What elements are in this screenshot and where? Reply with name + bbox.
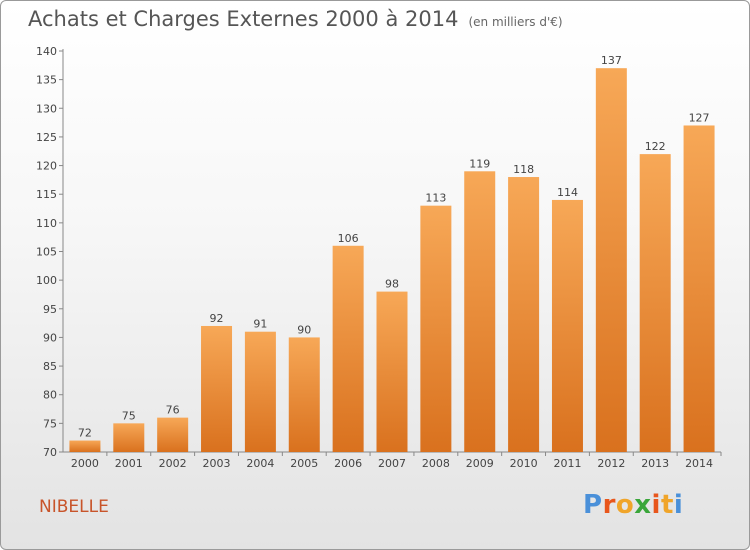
y-tick-label: 115 (36, 188, 57, 201)
logo-letter: r (602, 490, 616, 520)
commune-name: NIBELLE (39, 497, 109, 517)
x-tick-label: 2012 (597, 457, 625, 470)
data-label: 91 (253, 318, 267, 331)
y-tick-label: 75 (43, 417, 57, 430)
bar (201, 325, 233, 452)
data-label: 118 (513, 163, 534, 176)
x-tick-label: 2003 (203, 457, 231, 470)
y-tick-label: 90 (43, 331, 57, 344)
y-tick-label: 140 (36, 45, 57, 58)
chart-bars (69, 68, 715, 453)
logo-letter: i (651, 490, 661, 520)
data-label: 75 (122, 409, 136, 422)
x-tick-label: 2011 (553, 457, 581, 470)
bar (639, 154, 671, 452)
x-tick-label: 2010 (510, 457, 538, 470)
bar (69, 440, 101, 452)
bar (332, 245, 364, 452)
x-tick-label: 2000 (71, 457, 99, 470)
x-tick-label: 2006 (334, 457, 362, 470)
bar (464, 171, 496, 453)
data-label: 106 (338, 232, 359, 245)
chart-title: Achats et Charges Externes 2000 à 2014 (28, 7, 459, 31)
x-tick-label: 2009 (466, 457, 494, 470)
logo-letter: x (634, 490, 652, 520)
chart-data-labels: 72 75 76 92 91 90 106 98 113 119 118 114 137 122 127 (78, 54, 710, 439)
x-tick-label: 2008 (422, 457, 450, 470)
data-label: 122 (645, 140, 666, 153)
data-label: 113 (425, 192, 446, 205)
y-tick-label: 110 (36, 217, 57, 230)
y-tick-label: 105 (36, 246, 57, 259)
y-tick-label: 125 (36, 131, 57, 144)
y-tick-label: 85 (43, 360, 57, 373)
bar (113, 423, 145, 452)
data-label: 92 (210, 312, 224, 325)
x-tick-label: 2004 (246, 457, 274, 470)
y-tick-label: 135 (36, 74, 57, 87)
logo-letter: t (660, 490, 674, 520)
bar (157, 417, 189, 452)
bar (595, 68, 627, 452)
bar (508, 177, 540, 452)
chart-axes: 70 75 80 85 90 95 100 105 110 115 120 125 130 135 140 2… (36, 45, 722, 470)
data-label: 137 (601, 54, 622, 67)
y-tick-label: 80 (43, 389, 57, 402)
bar (420, 205, 452, 452)
logo-letter: i (673, 490, 684, 520)
y-tick-label: 130 (36, 102, 57, 115)
bar (376, 291, 408, 452)
logo-letter: o (615, 490, 635, 520)
y-tick-label: 120 (36, 160, 57, 173)
chart-header: Achats et Charges Externes 2000 à 2014 (e… (28, 7, 563, 31)
bar (244, 331, 276, 452)
logo-letter: P (583, 490, 603, 520)
data-label: 76 (166, 404, 180, 417)
data-label: 72 (78, 427, 92, 440)
y-tick-label: 95 (43, 303, 57, 316)
x-tick-label: 2005 (290, 457, 318, 470)
bar (683, 125, 715, 452)
x-tick-label: 2014 (685, 457, 713, 470)
proxiti-logo: Proxiti (583, 490, 683, 520)
data-label: 98 (385, 278, 399, 291)
y-tick-label: 70 (43, 446, 57, 459)
x-tick-label: 2013 (641, 457, 669, 470)
data-label: 90 (297, 323, 311, 336)
data-label: 127 (689, 111, 710, 124)
chart-unit-note: (en milliers d'€) (468, 15, 563, 29)
data-label: 114 (557, 186, 578, 199)
bar (551, 199, 583, 452)
y-tick-label: 100 (36, 274, 57, 287)
x-tick-label: 2002 (159, 457, 187, 470)
bar (288, 337, 320, 452)
x-tick-label: 2007 (378, 457, 406, 470)
data-label: 119 (469, 157, 490, 170)
x-tick-label: 2001 (115, 457, 143, 470)
